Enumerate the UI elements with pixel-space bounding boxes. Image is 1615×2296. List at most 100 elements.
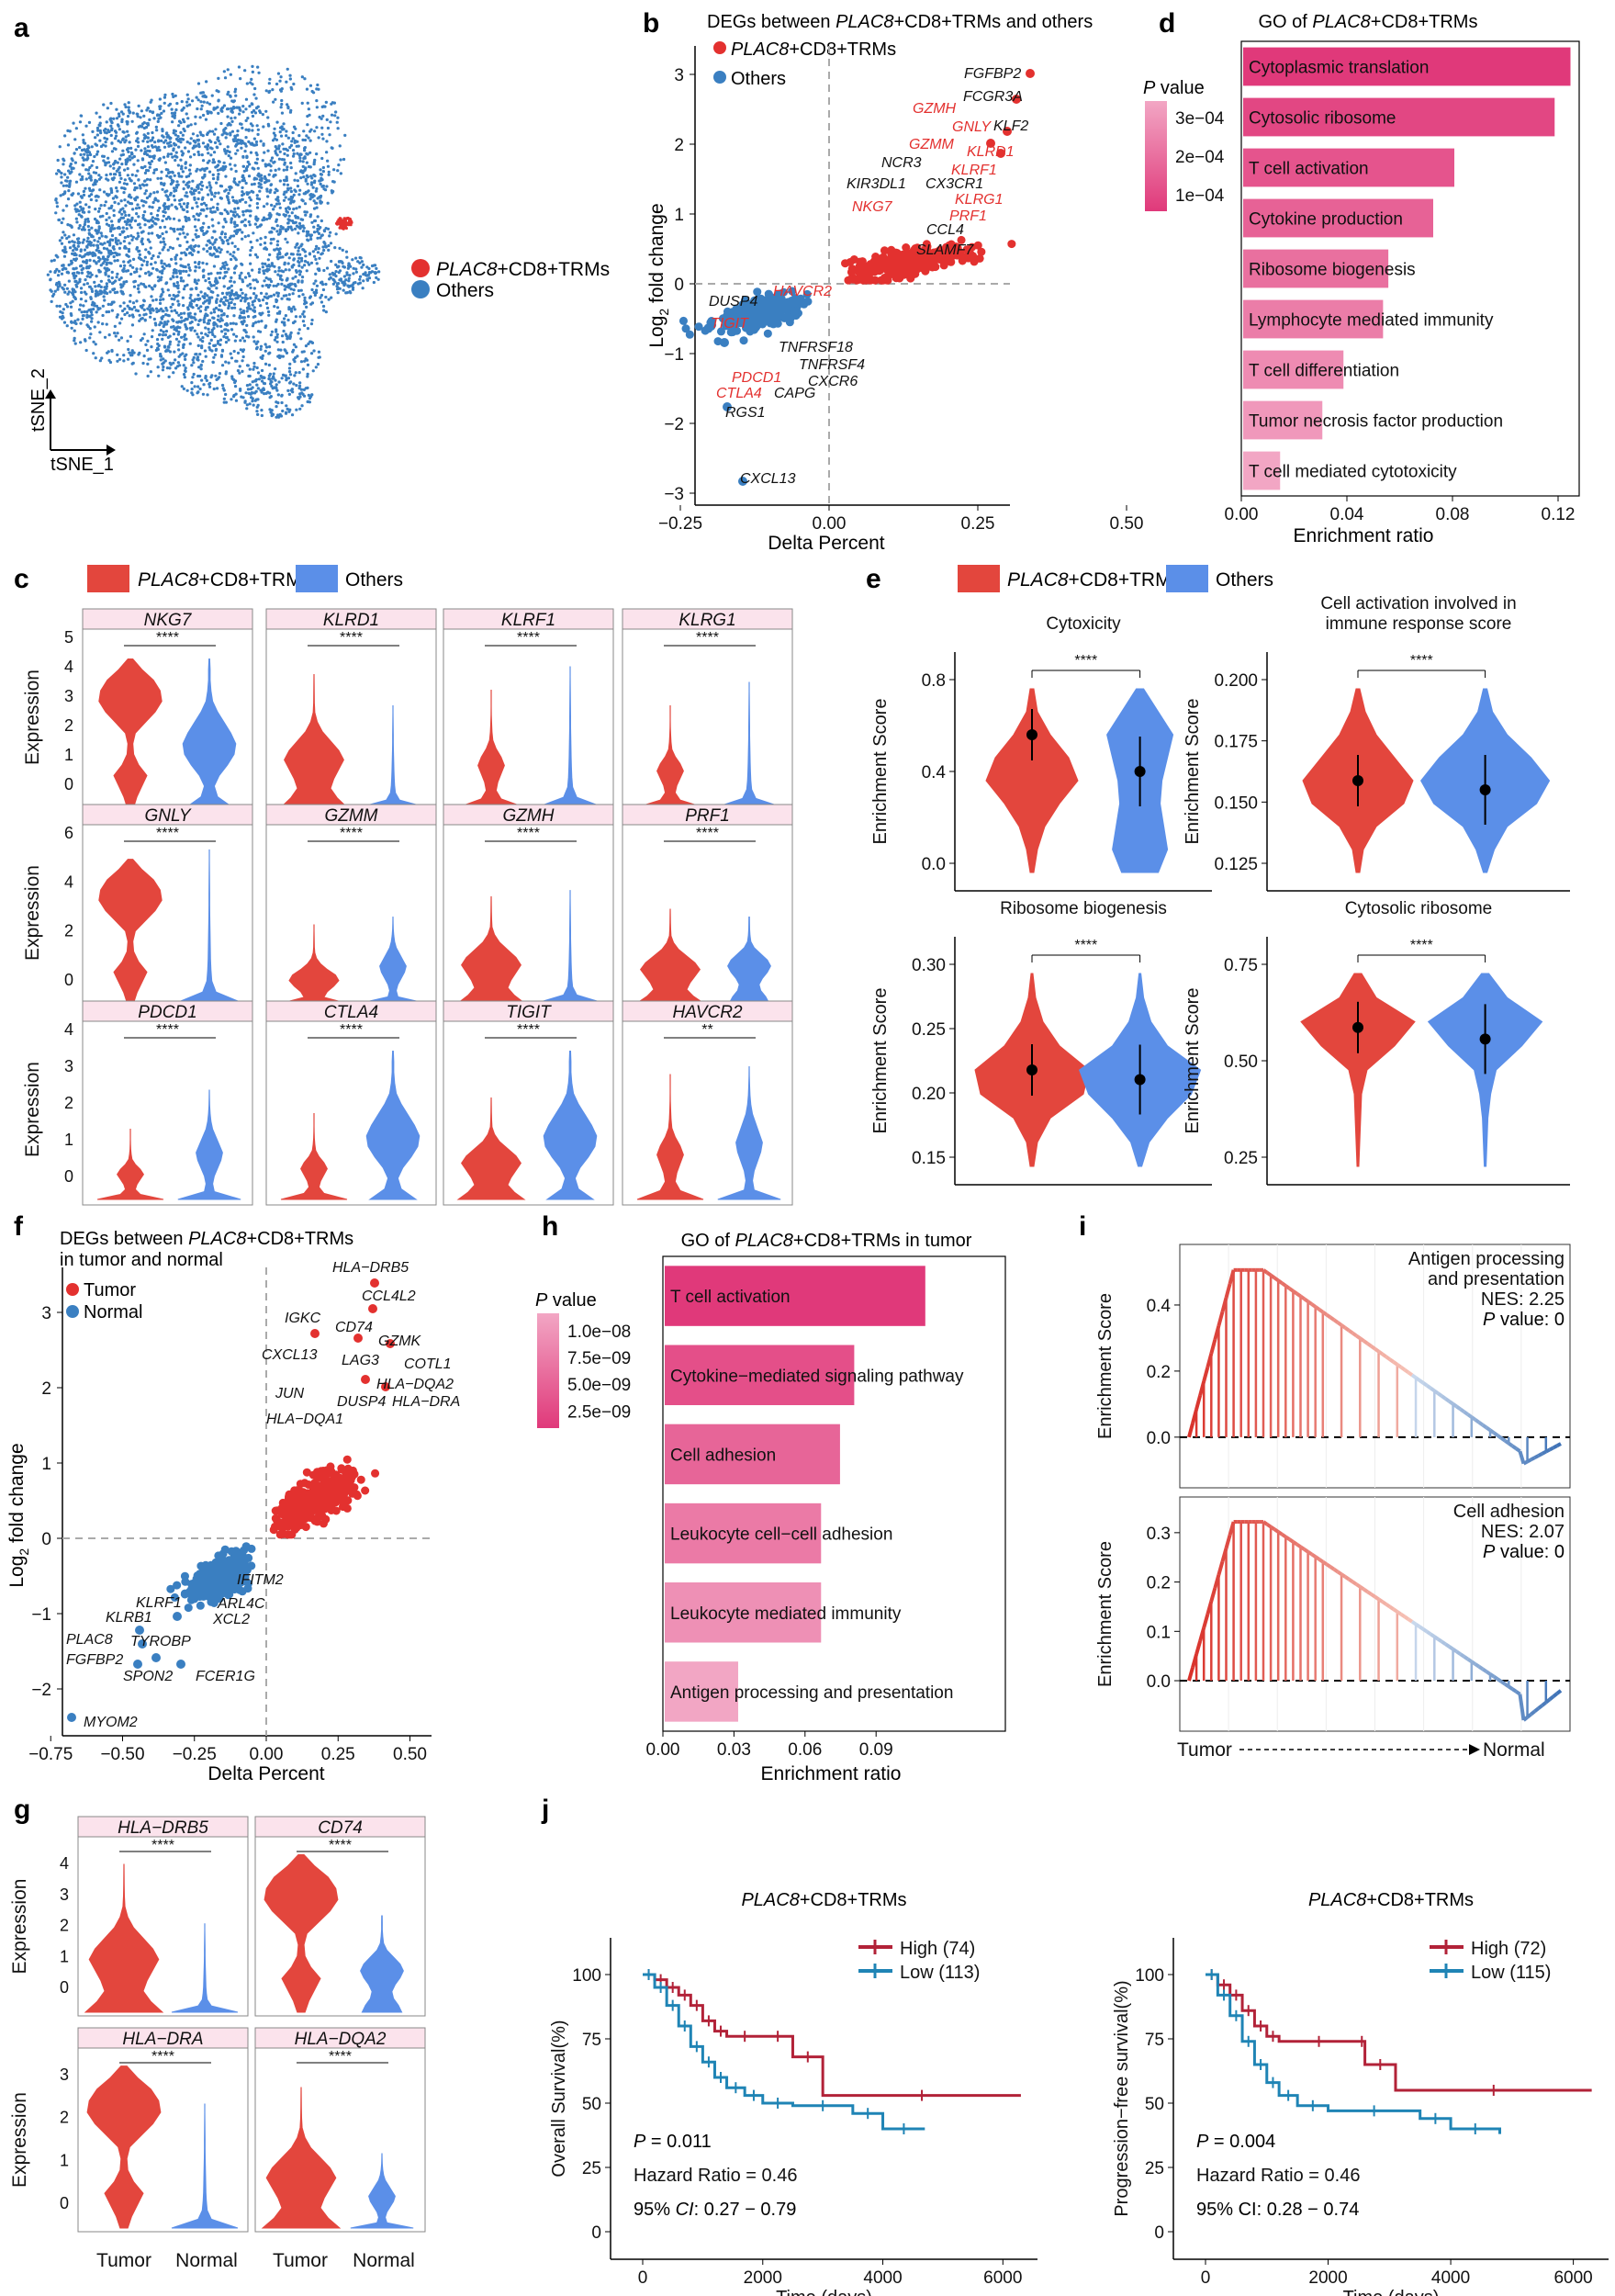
gsea-curve — [1314, 1555, 1320, 1561]
km-title: PLAC8+CD8+TRMs — [1308, 1890, 1474, 1910]
go-xtick-label: 0.09 — [859, 1740, 893, 1760]
legend-c-others: Others — [345, 569, 403, 591]
gsea-curve — [1265, 1523, 1273, 1529]
gsea-curve — [1351, 1580, 1358, 1586]
gsea-curve — [1537, 1704, 1543, 1710]
gsea-ytick-label: 0.4 — [1147, 1297, 1172, 1316]
enrich-mean-point — [1026, 1064, 1037, 1075]
gsea-curve — [1198, 1626, 1206, 1642]
gsea-curve — [1452, 1402, 1458, 1409]
violin-c-gene-title: TIGIT — [506, 1003, 552, 1022]
go-legend-colorbar: 1.0e−08 7.5e−09 5.0e−09 2.5e−09 — [537, 1313, 631, 1428]
gsea-curve — [1552, 1692, 1559, 1698]
violin-c-frame — [82, 628, 253, 814]
panel-letter-c: c — [14, 564, 29, 594]
violin-c-red — [98, 859, 163, 1004]
legend-label-others: Others — [436, 280, 494, 301]
go-bar-label: Lymphocyte mediated immunity — [1249, 311, 1494, 331]
go-d-chart: Cytoplasmic translation Cytosolic ribosom… — [1145, 40, 1580, 524]
gsea-ytick-label: 0.0 — [1147, 1672, 1171, 1692]
gsea-curve — [1206, 1353, 1214, 1368]
gsea-curve — [1430, 1632, 1436, 1638]
enrich-mean-point — [1026, 729, 1037, 740]
p-rest: value: 0 — [1495, 1310, 1565, 1330]
volcano-b-plot: −0.25 0.00 0.25 0.50 3 2 1 0 −1 −2 −3 FGFBP2 FCGR3A K… — [658, 46, 1143, 534]
violin-c-gene-title: NKG7 — [144, 611, 193, 630]
volcano-b-xtick-label: 0.00 — [813, 514, 847, 534]
enrich-ylabel: Enrichment Score — [870, 699, 891, 845]
volcano-b-gene-label: TNFRSF18 — [779, 340, 853, 355]
violin-g-sig: **** — [151, 1838, 174, 1853]
violin-g-group-label: Normal — [353, 2250, 415, 2271]
km-xtick-label: 2000 — [1308, 2268, 1347, 2288]
km-ytick-label: 100 — [572, 1966, 601, 1986]
gsea-curve — [1366, 1342, 1373, 1348]
volcano-b-gene-label: DUSP4 — [709, 294, 757, 310]
go-bar — [1243, 198, 1433, 238]
violin-c-ylabel: Expression — [22, 865, 43, 961]
gsea-x-right: Normal — [1483, 1739, 1545, 1761]
violin-g-frame — [77, 2047, 249, 2233]
volcano-f-highlight — [67, 1713, 76, 1722]
gsea-curve — [1187, 1667, 1194, 1682]
legend-e-others: Others — [1216, 569, 1273, 591]
gsea-curve — [1265, 1271, 1273, 1277]
gsea-ylabel: Enrichment Score — [1095, 1293, 1116, 1439]
violin-c-gene-title: KLRD1 — [323, 611, 379, 630]
violin-c-red — [456, 1097, 526, 1200]
gsea-curve — [1530, 1709, 1536, 1716]
gsea-curve — [1504, 1683, 1510, 1689]
gsea-curve — [1388, 1604, 1395, 1611]
gsea-curve — [1555, 1689, 1563, 1695]
gsea-curve — [1299, 1545, 1306, 1551]
volcano-b-ylabel: Log2 fold change — [646, 203, 671, 347]
go-bar-label: Cell adhesion — [670, 1446, 776, 1465]
gsea-curve — [1410, 1373, 1418, 1379]
gsea-curve — [1526, 1458, 1532, 1464]
violin-g-red — [261, 2087, 342, 2229]
volcano-b-gene-label: TIGIT — [711, 316, 749, 332]
violin-c-sig: **** — [696, 630, 719, 646]
go-bar-label: Antigen processing and presentation — [670, 1683, 953, 1703]
enrichment-violins-e: Cytoxicity Enrichment Score 0.8 0.4 0.0 **** C… — [870, 594, 1570, 1186]
volcano-f-highlight — [386, 1339, 395, 1348]
enrich-ytick-label: 0.15 — [912, 1149, 946, 1168]
volcano-f-gene-label: KLRB1 — [106, 1610, 152, 1626]
km-ytick-label: 0 — [1154, 2223, 1164, 2243]
gsea-curve — [1492, 1674, 1499, 1681]
gsea-curve — [1511, 1687, 1518, 1694]
legend-e-plac8: PLAC8+CD8+TRMs — [1007, 569, 1181, 591]
volcano-f-highlight — [361, 1375, 370, 1384]
go-bar-label: Leukocyte mediated immunity — [670, 1604, 902, 1624]
violin-c-ytick-label: 3 — [64, 687, 73, 705]
gsea-curve — [1433, 1389, 1440, 1395]
gsea-curve — [1332, 1568, 1340, 1574]
gsea-curve — [1377, 1597, 1384, 1604]
volcano-b-gene-label: FGFBP2 — [964, 66, 1021, 82]
enrich-ytick-label: 0.75 — [1224, 956, 1258, 975]
violin-g-gene-title: HLA−DRA — [122, 2030, 203, 2049]
volcano-f-xtick-label: −0.75 — [28, 1745, 73, 1764]
gsea-curve — [1314, 1305, 1320, 1311]
tsne-points-plac8 — [335, 216, 353, 231]
violin-g-gene-title: CD74 — [318, 1818, 363, 1838]
violin-c-gene-title: HAVCR2 — [672, 1003, 742, 1022]
violin-c-frame — [443, 1020, 614, 1206]
gsea-curve — [1307, 1300, 1313, 1306]
enrich-sig: **** — [1410, 938, 1433, 953]
violin-c-blue — [182, 658, 237, 808]
go-axes-box — [1240, 40, 1580, 497]
gsea-curve — [1351, 1331, 1358, 1337]
gsea-curve — [1556, 1442, 1562, 1447]
violin-c-blue — [536, 890, 604, 1004]
gsea-curve — [1526, 1712, 1532, 1719]
gsea-curve — [1224, 1283, 1232, 1299]
violin-c-red — [279, 674, 349, 808]
volcano-b-gene-label: CCL4 — [926, 222, 964, 238]
volcano-f-highlight — [368, 1304, 377, 1313]
km-legend-low: Low (115) — [1471, 1963, 1551, 1983]
volcano-b-gene-label: KLF2 — [993, 118, 1028, 134]
violin-g-ytick-label: 4 — [60, 1854, 69, 1873]
ci-pre: 95% — [634, 2200, 676, 2220]
km-plots: PLAC8+CD8+TRMs10075502500200040006000Tim… — [549, 1890, 1609, 2296]
